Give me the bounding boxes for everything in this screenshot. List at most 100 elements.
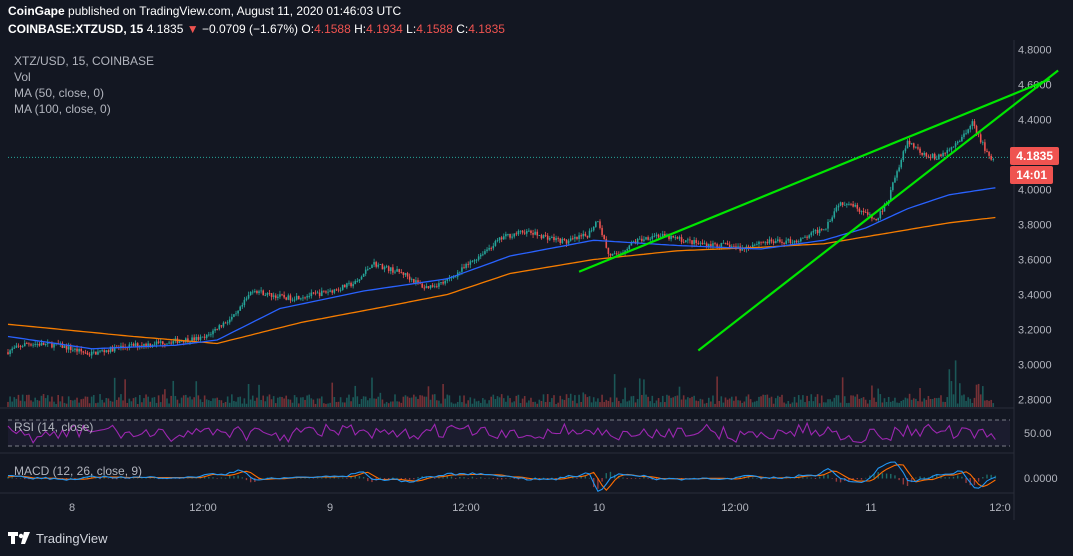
volume-bar (381, 399, 384, 407)
price-chart[interactable]: 4.80004.60004.40004.20004.00003.80003.60… (0, 40, 1073, 520)
volume-bar (864, 399, 867, 407)
volume-bar (628, 400, 631, 407)
volume-bar (356, 396, 359, 407)
volume-bar (178, 403, 181, 407)
volume-bar (99, 394, 101, 407)
macd-histogram-bar (329, 477, 331, 479)
volume-bar (314, 403, 317, 407)
macd-histogram-bar (689, 478, 691, 479)
volume-bar (293, 395, 296, 407)
volume-bar (615, 397, 618, 407)
volume-bar (115, 399, 118, 407)
candle-body (965, 132, 967, 134)
candle-body (128, 344, 131, 348)
macd-histogram-bar (7, 476, 9, 479)
volume-bar (655, 400, 658, 407)
volume-bar (563, 399, 566, 407)
macd-histogram-bar (233, 476, 235, 479)
volume-bar (668, 395, 670, 407)
candle-body (42, 342, 45, 345)
macd-histogram-bar (902, 478, 905, 485)
volume-bar (779, 396, 781, 407)
ma100-line (7, 216, 996, 345)
volume-bar (586, 397, 589, 407)
candle-body (11, 348, 13, 351)
x-tick-label: 12:00 (189, 502, 217, 514)
volume-bar (7, 401, 9, 407)
volume-bar (390, 401, 392, 407)
candle-body (521, 230, 524, 233)
macd-histogram-bar (597, 478, 599, 489)
candle-body (402, 272, 405, 275)
volume-bar (329, 402, 331, 407)
candle-body (561, 238, 564, 243)
candle-body (684, 240, 687, 243)
volume-bar (34, 397, 36, 407)
volume-bar (806, 395, 808, 407)
volume-bar (274, 403, 277, 407)
macd-histogram-bar (630, 478, 633, 479)
volume-bar (331, 382, 334, 407)
candle-body (212, 330, 214, 335)
macd-histogram-bar (910, 478, 913, 483)
candle-body (197, 337, 200, 340)
volume-bar (210, 401, 212, 407)
volume-bar (44, 398, 47, 407)
candle-body (519, 230, 522, 232)
candle-body (310, 292, 313, 297)
volume-bar (647, 396, 649, 407)
volume-bar (295, 397, 298, 407)
candle-body (935, 159, 938, 160)
candle-body (490, 248, 493, 249)
candle-body (92, 351, 95, 353)
volume-bar (898, 402, 900, 407)
candle-body (172, 341, 175, 344)
macd-histogram-bar (961, 476, 963, 479)
candle-body (927, 156, 930, 158)
candle-body (277, 296, 279, 298)
macd-histogram-bar (931, 475, 934, 479)
volume-bar (323, 403, 325, 407)
candle-body (896, 171, 898, 178)
volume-bar (808, 401, 810, 407)
candle-body (716, 244, 718, 247)
tradingview-footer[interactable]: TradingView (8, 531, 108, 546)
macd-histogram-bar (739, 476, 741, 479)
volume-bar (337, 401, 340, 407)
volume-bar (302, 397, 304, 407)
volume-bar (147, 396, 149, 407)
volume-bar (588, 396, 591, 407)
candle-body (492, 245, 495, 249)
candle-body (484, 251, 486, 255)
candle-body (603, 235, 605, 240)
volume-bar (785, 403, 787, 407)
candle-body (479, 254, 482, 257)
volume-bar (467, 400, 470, 407)
candle-body (266, 293, 269, 296)
candle-body (159, 341, 162, 343)
volume-bar (678, 386, 681, 407)
candle-body (113, 346, 116, 352)
candle-body (331, 290, 334, 293)
macd-histogram-bar (622, 477, 624, 479)
volume-bar (254, 400, 256, 407)
volume-bar (300, 397, 302, 407)
candle-body (377, 264, 380, 267)
candle-body (153, 344, 156, 346)
macd-histogram-bar (814, 478, 817, 479)
volume-bar (74, 399, 76, 407)
candle-body (823, 229, 825, 231)
macd-histogram-bar (823, 474, 825, 479)
volume-bar (551, 398, 553, 407)
candle-body (289, 295, 292, 301)
volume-bar (578, 394, 580, 407)
volume-bar (136, 403, 139, 407)
candle-body (952, 146, 955, 148)
candle-body (931, 153, 934, 159)
candle-body (390, 267, 392, 272)
candle-body (381, 264, 384, 270)
candle-body (356, 281, 359, 282)
volume-bar (559, 395, 562, 407)
candle-body (785, 240, 787, 244)
candle-body (438, 283, 440, 287)
